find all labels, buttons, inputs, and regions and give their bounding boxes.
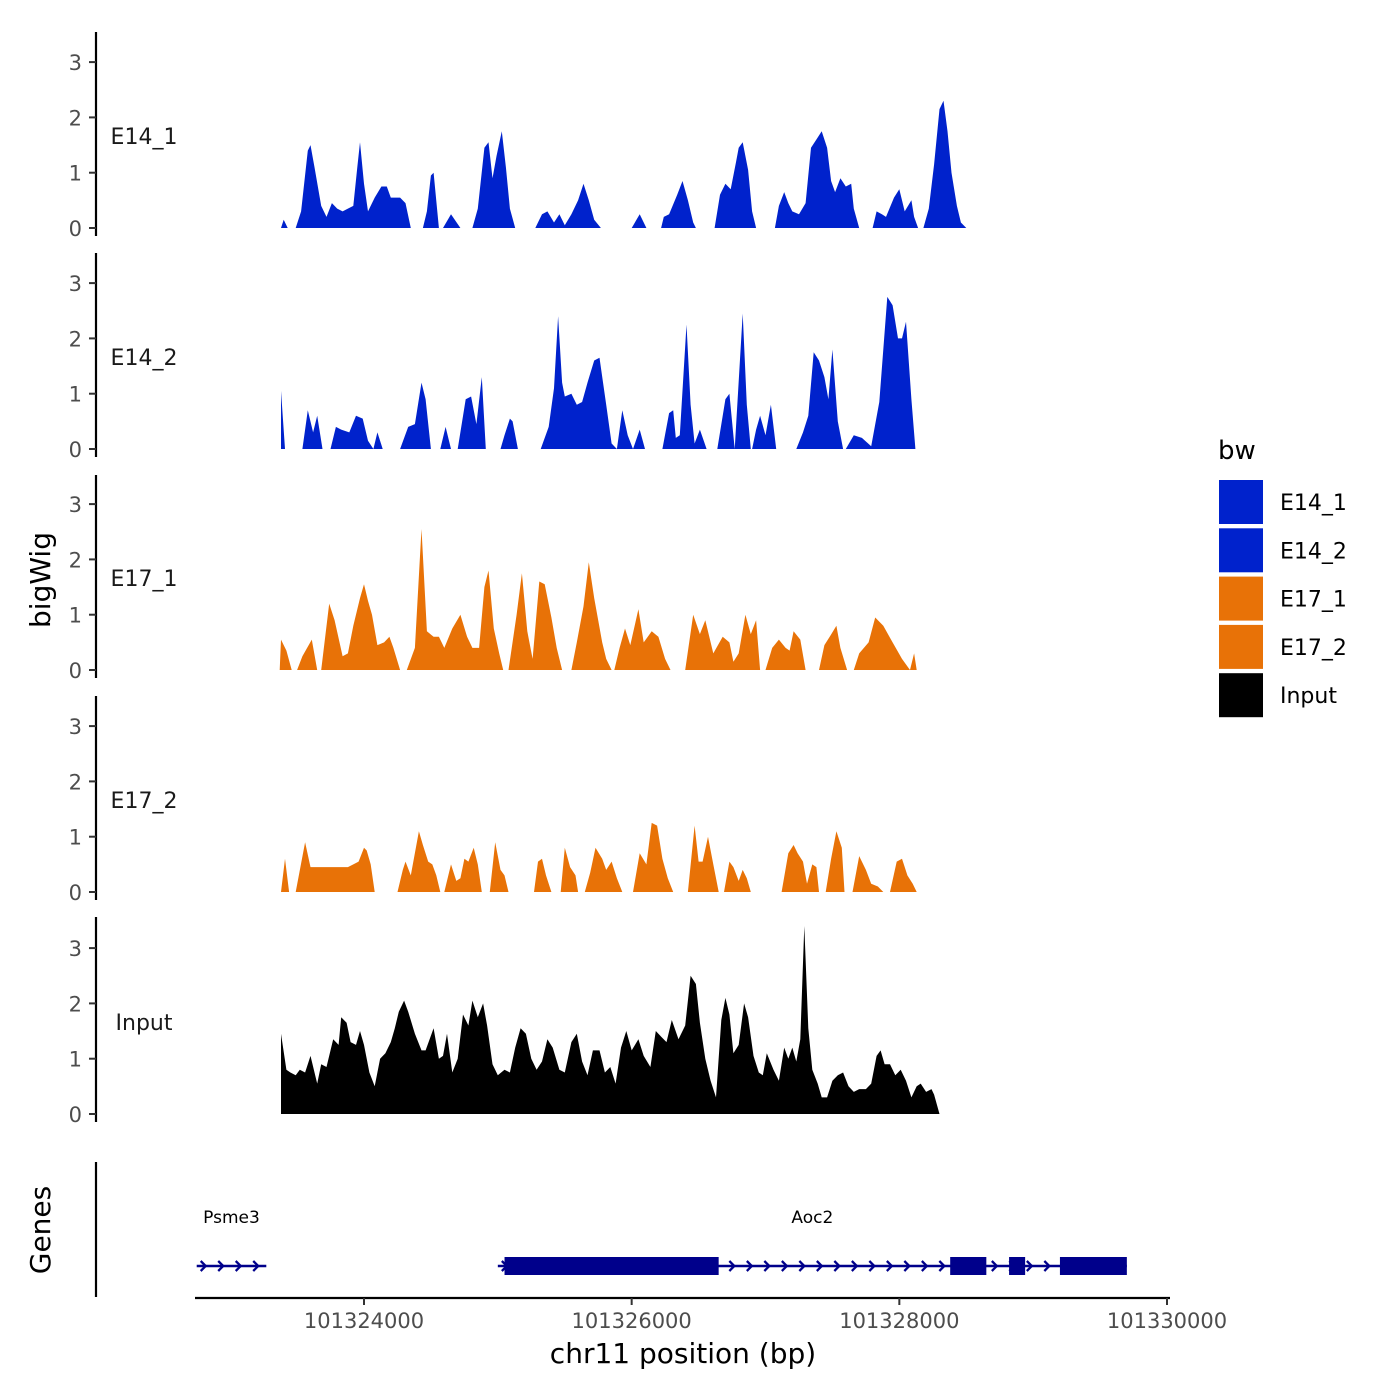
y-tick-label: 3 bbox=[69, 272, 82, 296]
legend-label: E14_2 bbox=[1280, 539, 1347, 564]
legend-swatch bbox=[1219, 673, 1263, 718]
y-tick-label: 0 bbox=[69, 881, 82, 905]
legend-swatch bbox=[1219, 528, 1263, 573]
strand-arrow bbox=[938, 1260, 946, 1272]
exon-block bbox=[950, 1257, 987, 1275]
x-tick-label: 101326000 bbox=[572, 1309, 692, 1333]
gene-track: Psme3 Aoc2 bbox=[94, 1162, 1127, 1297]
track-e14-1: 0 1 2 3 E14_1 bbox=[69, 32, 1010, 241]
strand-arrow bbox=[921, 1260, 929, 1272]
legend-label: E17_1 bbox=[1280, 588, 1347, 613]
legend-swatch bbox=[1219, 624, 1263, 669]
track-label: E14_1 bbox=[111, 125, 178, 150]
strand-arrow bbox=[833, 1260, 841, 1272]
track-label: E17_1 bbox=[111, 567, 178, 592]
legend: bw E14_1 E14_2 E17_1 E17_2 Input bbox=[1218, 436, 1347, 718]
y-tick-label: 0 bbox=[69, 659, 82, 683]
strand-arrow bbox=[234, 1260, 243, 1272]
y-tick-label: 1 bbox=[69, 604, 82, 628]
gene-aoc2: Aoc2 bbox=[497, 1208, 1127, 1275]
legend-label: Input bbox=[1280, 684, 1337, 709]
x-tick-label: 101330000 bbox=[1107, 1309, 1227, 1333]
area-series bbox=[281, 822, 1010, 892]
strand-arrow bbox=[217, 1260, 225, 1272]
strand-arrow bbox=[746, 1260, 754, 1272]
legend-title: bw bbox=[1218, 436, 1256, 466]
x-tick-label: 101324000 bbox=[304, 1309, 424, 1333]
y-tick-label: 1 bbox=[69, 162, 82, 186]
exon-block bbox=[1059, 1257, 1127, 1275]
x-axis: 101324000 101326000 101328000 101330000 bbox=[195, 1296, 1227, 1333]
legend-swatch bbox=[1219, 480, 1263, 524]
area-series bbox=[281, 100, 1010, 228]
track-label: Input bbox=[116, 1011, 173, 1036]
y-tick-label: 2 bbox=[69, 327, 82, 351]
strand-arrow bbox=[763, 1260, 771, 1272]
area-series bbox=[279, 529, 1010, 670]
track-e17-1: 0 1 2 3 E17_1 bbox=[69, 475, 1010, 683]
legend-label: E17_2 bbox=[1280, 636, 1347, 661]
strand-arrow bbox=[199, 1260, 208, 1272]
exon-block bbox=[504, 1257, 719, 1275]
y-tick-label: 0 bbox=[69, 438, 82, 462]
legend-item-e17-2: E17_2 bbox=[1219, 624, 1347, 669]
exon-block bbox=[1009, 1257, 1026, 1275]
y-tick-label: 3 bbox=[69, 493, 82, 517]
gene-psme3: Psme3 bbox=[196, 1208, 267, 1272]
y-tick-label: 0 bbox=[69, 217, 82, 241]
y-tick-label: 2 bbox=[69, 106, 82, 130]
track-label: E17_2 bbox=[111, 789, 178, 814]
y-tick-label: 1 bbox=[69, 383, 82, 407]
legend-item-input: Input bbox=[1219, 673, 1337, 718]
legend-swatch bbox=[1219, 576, 1263, 621]
track-label: E14_2 bbox=[111, 346, 178, 371]
y-axis-title: bigWig bbox=[24, 532, 57, 628]
track-e14-2: 0 1 2 3 E14_2 bbox=[69, 253, 1010, 462]
bigwig-tracks: 0 1 2 3 E14_1 0 1 2 3 E14_2 0 1 2 3 E17_1 0 1 2 3 E17_2 0 1 2 3… bbox=[69, 32, 1010, 1127]
x-tick-label: 101328000 bbox=[839, 1309, 959, 1333]
area-series bbox=[281, 296, 1010, 449]
x-axis-title: chr11 position (bp) bbox=[550, 1337, 816, 1370]
y-tick-label: 0 bbox=[69, 1103, 82, 1127]
y-tick-label: 2 bbox=[69, 770, 82, 794]
strand-arrow bbox=[886, 1260, 894, 1272]
gene-label: Psme3 bbox=[203, 1208, 260, 1228]
strand-arrow bbox=[728, 1260, 736, 1272]
y-tick-label: 3 bbox=[69, 715, 82, 739]
legend-label: E14_1 bbox=[1280, 491, 1347, 516]
strand-arrow bbox=[1026, 1260, 1034, 1272]
y-tick-label: 3 bbox=[69, 937, 82, 961]
area-series bbox=[281, 926, 1010, 1114]
legend-item-e14-1: E14_1 bbox=[1219, 480, 1347, 524]
legend-item-e14-2: E14_2 bbox=[1219, 528, 1347, 573]
strand-arrow bbox=[1043, 1260, 1051, 1272]
strand-arrow bbox=[252, 1260, 260, 1272]
track-input: 0 1 2 3 Input bbox=[69, 917, 1010, 1127]
strand-arrow bbox=[903, 1260, 911, 1272]
strand-arrow bbox=[781, 1260, 789, 1272]
legend-item-e17-1: E17_1 bbox=[1219, 576, 1347, 621]
y-tick-label: 2 bbox=[69, 548, 82, 572]
strand-arrow bbox=[798, 1260, 806, 1272]
strand-arrow bbox=[816, 1260, 824, 1272]
y-tick-label: 1 bbox=[69, 1048, 82, 1072]
strand-arrow bbox=[991, 1260, 999, 1272]
genes-axis-title: Genes bbox=[24, 1186, 57, 1274]
y-tick-label: 2 bbox=[69, 992, 82, 1016]
track-e17-2: 0 1 2 3 E17_2 bbox=[69, 696, 1010, 905]
strand-arrow bbox=[851, 1260, 859, 1272]
y-tick-label: 1 bbox=[69, 826, 82, 850]
gene-label: Aoc2 bbox=[791, 1208, 833, 1228]
strand-arrow bbox=[868, 1260, 876, 1272]
y-tick-label: 3 bbox=[69, 51, 82, 75]
